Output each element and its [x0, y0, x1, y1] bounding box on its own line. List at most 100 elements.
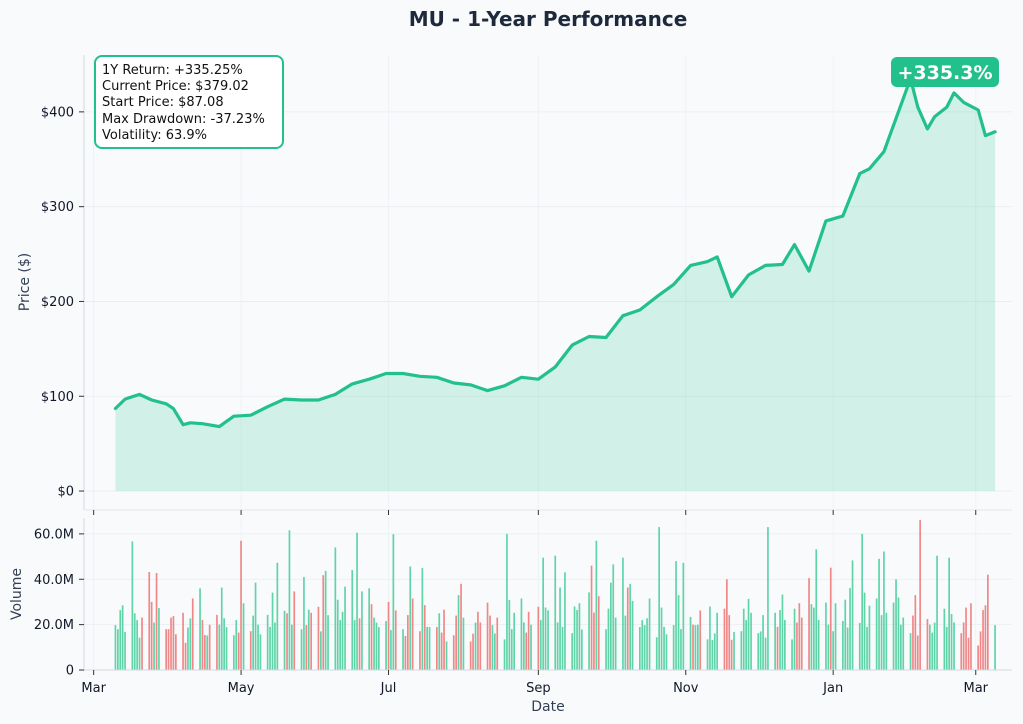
volume-bar — [392, 534, 395, 670]
volume-bar — [970, 603, 972, 670]
volume-bar — [206, 635, 209, 670]
volume-bar — [438, 613, 441, 670]
volume-bar — [750, 612, 752, 670]
volume-bar — [472, 633, 474, 670]
volume-bar — [868, 605, 871, 670]
volume-bar — [170, 617, 172, 670]
volume-bar — [368, 588, 370, 670]
volume-bar — [796, 622, 798, 670]
volume-bar — [443, 609, 445, 670]
volume-bar — [361, 591, 363, 670]
volume-bar — [885, 612, 888, 670]
volume-bar — [479, 622, 482, 670]
volume-bar — [124, 631, 126, 670]
x-axis-ticks: Mar May Jul Sep Nov Jan Mar — [81, 670, 989, 696]
volume-bar — [141, 617, 143, 670]
volume-bar — [979, 631, 982, 670]
volume-bar — [689, 616, 692, 670]
volume-bar — [815, 549, 818, 670]
volume-bar — [781, 594, 784, 670]
volume-bar — [559, 587, 561, 670]
stats-box-frame — [94, 55, 284, 149]
volume-bar — [423, 605, 426, 670]
volume-bar — [460, 583, 462, 670]
volume-bars — [114, 519, 996, 670]
volume-bar — [784, 620, 786, 670]
stat-max-drawdown: Max Drawdown: -37.23% — [102, 112, 265, 127]
price-y-tick-label: $200 — [41, 295, 74, 310]
volume-bar — [494, 633, 496, 670]
volume-bar — [411, 598, 414, 670]
volume-bar — [341, 611, 344, 670]
volume-bar — [827, 624, 830, 670]
return-badge: +335.3% — [891, 57, 999, 87]
volume-bar — [817, 620, 820, 670]
volume-bar — [916, 635, 919, 670]
stat-volatility: Volatility: 63.9% — [102, 128, 207, 143]
volume-bar — [155, 573, 158, 670]
volume-bar — [440, 632, 443, 670]
volume-bar — [597, 596, 600, 670]
volume-bar — [117, 629, 119, 670]
volume-bar — [646, 618, 648, 670]
volume-bar — [607, 608, 610, 670]
volume-bar — [895, 579, 897, 670]
volume-bar — [353, 620, 356, 670]
volume-bar — [629, 583, 631, 670]
volume-bar — [510, 629, 513, 670]
volume-bar — [436, 627, 438, 670]
volume-bar — [133, 613, 136, 670]
volume-bar — [697, 624, 699, 670]
volume-bar — [225, 627, 228, 670]
volume-bar — [728, 615, 731, 670]
volume-bar — [491, 625, 494, 670]
x-tick-label: Nov — [673, 681, 699, 696]
volume-bar — [293, 591, 296, 670]
volume-bar — [322, 575, 325, 670]
volume-bar — [216, 614, 218, 670]
volume-bar — [153, 622, 155, 670]
volume-bar — [561, 626, 564, 670]
volume-bar — [300, 629, 303, 670]
volume-bar — [977, 645, 979, 670]
volume-bar — [759, 631, 762, 670]
volume-bar — [892, 602, 895, 670]
volume-bar — [542, 557, 544, 670]
volume-bar — [506, 533, 508, 670]
volume-bar — [269, 626, 271, 670]
volume-bar — [573, 606, 576, 670]
volume-bar — [131, 541, 134, 670]
price-y-tick-label: $300 — [41, 200, 74, 215]
volume-bar — [390, 630, 392, 670]
volume-bar — [631, 600, 634, 670]
volume-bar — [675, 561, 677, 670]
volume-panel: 0 20.0M 40.0M 60.0M Mar May Jul Sep Nov Jan Mar V… — [9, 518, 1012, 715]
volume-bar — [237, 632, 240, 670]
volume-bar — [897, 597, 900, 670]
volume-bar — [486, 602, 489, 670]
volume-bar — [948, 557, 950, 670]
volume-bar — [926, 619, 929, 670]
volume-bar — [716, 612, 718, 670]
volume-bar — [421, 567, 424, 670]
volume-bar — [218, 624, 221, 670]
volume-bar — [254, 582, 257, 670]
volume-bar — [184, 642, 187, 670]
volume-bar — [914, 595, 917, 670]
volume-bar — [730, 639, 733, 670]
volume-bar — [419, 631, 421, 670]
volume-bar — [191, 598, 194, 670]
volume-bar — [880, 615, 883, 670]
x-tick-label: Mar — [963, 681, 988, 696]
volume-bar — [832, 631, 834, 670]
volume-bar — [204, 635, 206, 670]
price-line — [113, 77, 997, 429]
volume-bar — [643, 625, 646, 670]
volume-bar — [776, 626, 779, 670]
volume-bar — [672, 625, 675, 670]
volume-bar — [356, 532, 358, 670]
volume-bar — [919, 519, 921, 670]
volume-bar — [931, 632, 934, 670]
volume-bar — [158, 608, 160, 670]
volume-bar — [808, 578, 810, 670]
